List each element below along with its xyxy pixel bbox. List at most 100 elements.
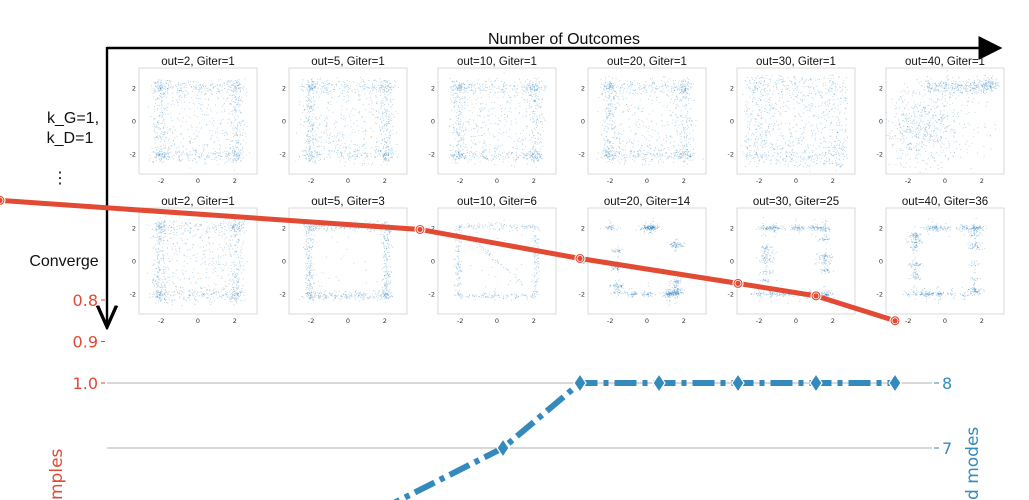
scatter-point [383,153,385,155]
scatter-point [669,115,671,117]
scatter-point [307,100,309,102]
scatter-point [157,152,159,154]
scatter-point [158,155,160,157]
scatter-point [606,96,608,99]
scatter-point [204,93,207,95]
scatter-point [747,121,749,123]
scatter-point [615,126,617,128]
scatter-point [612,148,614,150]
scatter-point [497,117,500,119]
scatter-point [512,89,514,91]
scatter-point [453,85,455,87]
scatter-point [336,77,338,79]
scatter-point [632,143,634,145]
y-tick-label: 2 [132,84,136,92]
scatter-point [606,100,608,102]
scatter-point [202,154,204,156]
scatter-point [206,144,208,146]
scatter-point [345,147,347,149]
scatter-point [223,132,225,134]
scatter-point [688,78,690,81]
scatter-point [166,109,168,111]
scatter-point [163,84,165,86]
scatter-point [460,90,462,92]
scatter-point [522,115,524,117]
scatter-point [532,100,534,102]
scatter-point [377,150,379,152]
scatter-point [691,154,693,156]
scatter-point [643,86,645,88]
scatter-point [608,151,610,153]
scatter-point [499,128,501,130]
scatter-point [383,146,385,148]
scatter-point [532,131,534,133]
scatter-point [541,88,543,90]
scatter-point [302,89,304,91]
scatter-point [751,134,753,136]
scatter-point [464,134,466,136]
scatter-point [801,152,803,154]
scatter-point [606,140,608,142]
scatter-point [372,131,374,133]
scatter-point [388,118,390,120]
scatter-point [180,87,182,89]
scatter-point [463,146,465,148]
scatter-point [315,156,318,159]
scatter-point [686,114,688,116]
scatter-point [611,145,613,147]
scatter-point [452,89,454,91]
scatter-point [359,76,362,78]
scatter-point [341,89,343,92]
scatter-point [346,154,348,156]
scatter-point [338,132,341,134]
scatter-point [353,122,355,124]
scatter-point [459,123,461,125]
scatter-point [377,155,379,157]
scatter-point [451,86,453,88]
scatter-point [765,158,767,160]
scatter-point [305,152,307,154]
scatter-point [525,127,527,129]
scatter-point [234,88,236,90]
scatter-point [154,82,156,84]
scatter-point [772,115,775,117]
scatter-point [230,102,232,104]
scatter-point [812,152,814,154]
scatter-point [182,91,184,93]
scatter-point [238,121,240,123]
scatter-point [354,131,356,133]
scatter-point [376,141,378,143]
scatter-point [514,85,516,87]
scatter-point [617,102,619,104]
scatter-point [383,125,385,127]
scatter-point [164,113,166,115]
scatter-point [308,117,310,119]
scatter-point [839,140,841,142]
scatter-point [678,153,680,156]
scatter-point [453,97,455,99]
scatter-point [516,139,518,141]
scatter-point [385,98,387,100]
scatter-point [774,151,776,153]
scatter-point [165,153,167,155]
scatter-point [688,126,690,128]
scatter-point [363,81,365,83]
scatter-point [228,80,230,82]
scatter-point [171,87,174,89]
scatter-point [459,85,461,87]
scatter-point [229,89,231,91]
scatter-point [775,82,777,84]
scatter-point [340,118,342,120]
scatter-point [502,161,504,163]
scatter-point [217,152,219,154]
scatter-point [832,116,834,118]
scatter-point [511,153,513,155]
scatter-point [681,87,683,89]
scatter-point [695,125,697,127]
scatter-point [396,144,398,146]
scatter-point [163,144,165,146]
scatter-point [311,87,313,89]
scatter-point [475,123,477,125]
scatter-point [680,84,682,86]
scatter-point [317,106,319,108]
